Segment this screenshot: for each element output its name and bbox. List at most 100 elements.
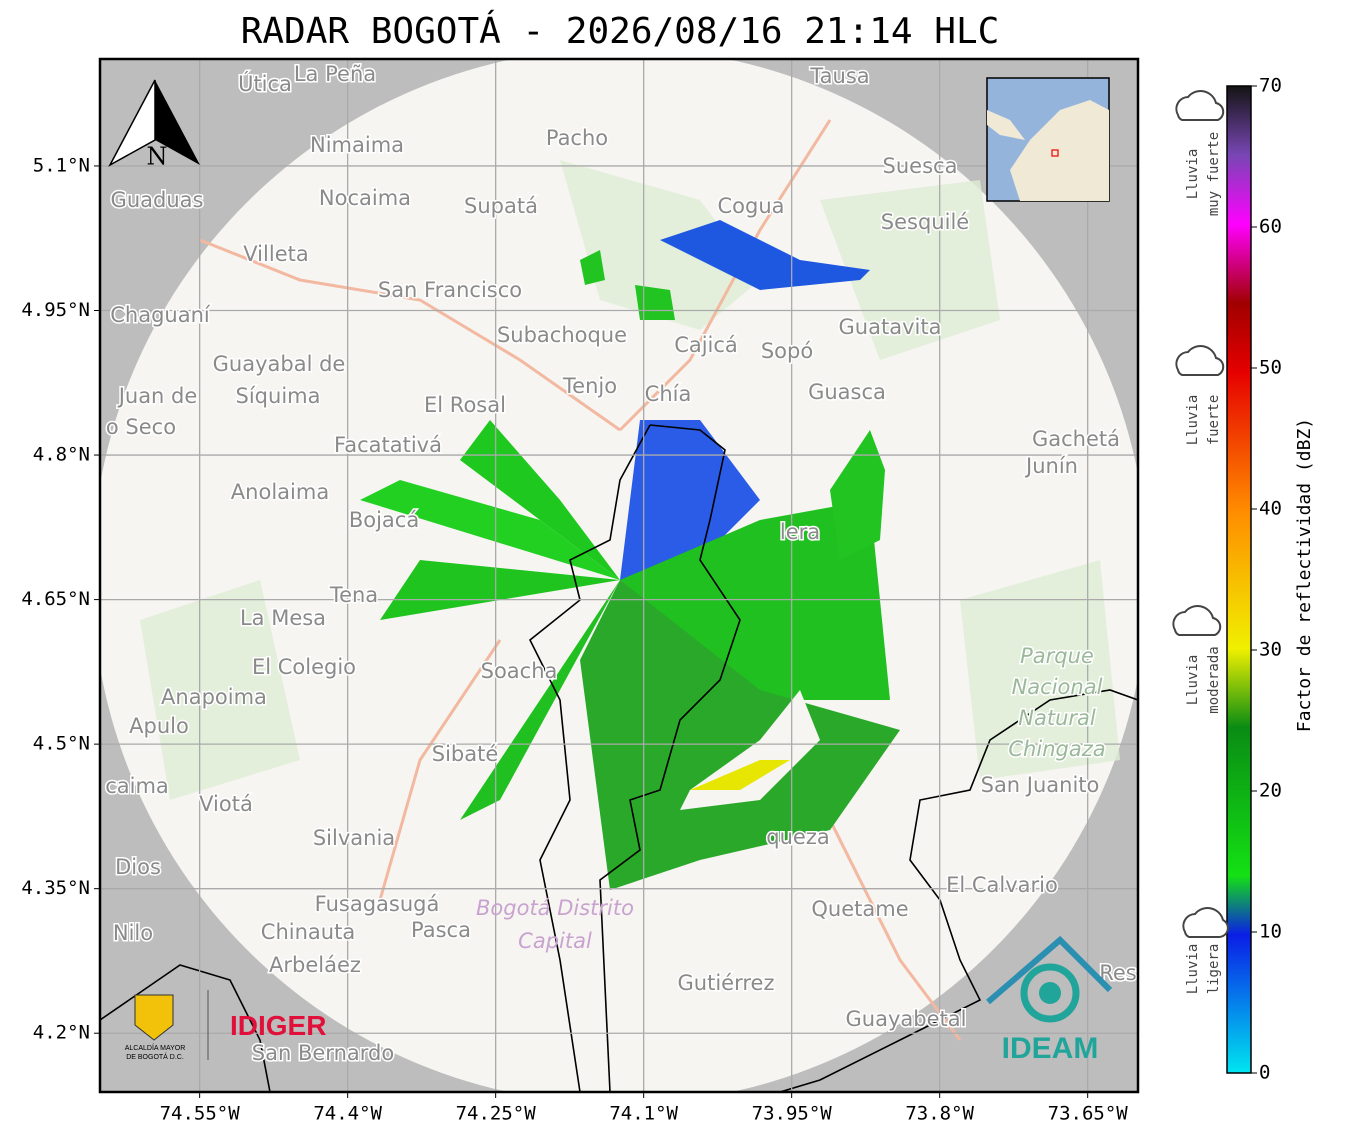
roads (199, 119, 962, 1041)
place-label: La Mesa (240, 606, 326, 630)
colorbar-tick-label: 70 (1259, 75, 1282, 97)
place-label: Pasca (411, 918, 471, 942)
place-label: Junín (1024, 454, 1078, 478)
place-label: Fusagasugá (315, 892, 440, 916)
y-tick-label: 4.95°N (21, 299, 90, 321)
place-label: Apulo (129, 714, 189, 738)
place-label: Pacho (546, 126, 608, 150)
colorbar-tick-label: 60 (1259, 216, 1282, 238)
colorbar-scale (1226, 85, 1252, 1074)
rain-class-label: Lluvia (1185, 655, 1201, 706)
place-label: Viotá (199, 792, 253, 816)
idiger-logo: IDIGER (230, 1010, 326, 1041)
park-label: Parque (1020, 644, 1094, 668)
alcaldia-line: ALCALDÍA MAYOR (125, 1043, 186, 1052)
colorbar-tick-label: 40 (1259, 498, 1282, 520)
x-tick-label: 73.65°W (1048, 1103, 1129, 1125)
place-label: Gachetá (1032, 427, 1120, 451)
colorbar-tick-label: 50 (1259, 357, 1282, 379)
title: RADAR BOGOTÁ - 2026/08/16 21:14 HLC (241, 10, 1000, 52)
place-label: La Peña (294, 62, 376, 86)
place-label: San Bernardo (252, 1041, 394, 1065)
y-tick-label: 4.65°N (21, 588, 90, 610)
place-label: Quetame (811, 897, 908, 921)
x-tick-label: 73.8°W (905, 1103, 974, 1125)
grid (100, 59, 1138, 1092)
colorbar: Factor de reflectividad (dBZ) Lluvia muy … (1172, 75, 1315, 1084)
place-label: Guaduas (111, 188, 204, 212)
terrain (140, 160, 1120, 800)
place-label: Cogua (717, 194, 784, 218)
y-tick-label: 4.8°N (33, 444, 90, 466)
place-label: Gutiérrez (678, 971, 775, 995)
place-label: San Juanito (981, 773, 1100, 797)
places: Útica La Peña Tausa Pacho Nimaima Guaduas Noca… (104, 61, 1138, 1067)
x-tick-label: 74.4°W (313, 1103, 382, 1125)
place-label: Tenjo (562, 374, 617, 398)
place-label: El Rosal (424, 393, 506, 417)
district-label: Capital (518, 929, 592, 953)
north-arrow: N (108, 79, 200, 171)
y-tick-label: 5.1°N (33, 154, 90, 176)
place-label: Anapoima (161, 685, 267, 709)
place-label: Facatativá (334, 433, 442, 457)
place-label: Guayabal de (213, 352, 346, 376)
y-tick-label: 4.5°N (33, 733, 90, 755)
place-label: Chinauta (261, 920, 355, 944)
place-label: Anolaima (231, 480, 329, 504)
place-label: lera (780, 520, 820, 544)
place-label: Bojacá (349, 508, 419, 532)
rain-class-label: fuerte (1206, 395, 1222, 446)
place-label: Subachoque (497, 323, 627, 347)
rain-class-label: Lluvia (1185, 944, 1201, 995)
place-label: o Seco (106, 415, 176, 439)
x-tick-label: 74.25°W (456, 1103, 537, 1125)
place-label: Cajicá (674, 333, 738, 357)
alcaldia-logo: ALCALDÍA MAYOR DE BOGOTÁ D.C. IDIGER (125, 990, 326, 1061)
alcaldia-line: DE BOGOTÁ D.C. (126, 1052, 184, 1061)
place-label: Villeta (243, 242, 308, 266)
park-label: Natural (1018, 706, 1096, 730)
place-label: Síquima (236, 384, 321, 408)
place-label: Suesca (883, 154, 958, 178)
place-label: Nimaima (310, 133, 404, 157)
place-label: Chaguaní (110, 303, 211, 327)
place-label: Dios (115, 855, 161, 879)
place-label: queza (766, 825, 829, 849)
place-label: Guatavita (839, 315, 942, 339)
colorbar-tick-label: 0 (1259, 1062, 1270, 1084)
map-frame (98, 57, 1140, 1094)
place-label: Sopó (761, 339, 813, 363)
y-tick-label: 4.35°N (21, 877, 90, 899)
place-label: Tausa (809, 64, 869, 88)
rain-icons (1172, 90, 1229, 938)
radar-echoes (360, 220, 900, 890)
x-tick-label: 74.1°W (609, 1103, 678, 1125)
rain-class-label: ligera (1206, 944, 1222, 995)
x-tick-label: 74.55°W (160, 1103, 241, 1125)
rain-class-label: Lluvia (1185, 149, 1201, 200)
place-label: Guasca (808, 380, 886, 404)
x-tick-label: 73.95°W (752, 1103, 833, 1125)
place-label: Supatá (464, 194, 538, 218)
place-label: Guayabetal (846, 1007, 967, 1031)
colorbar-label: Factor de reflectividad (dBZ) (1294, 418, 1315, 732)
ideam-logo: IDEAM (986, 935, 1113, 1065)
place-label: Tena (329, 583, 378, 607)
inset-map (986, 77, 1110, 202)
place-label: Juan de (117, 384, 198, 408)
place-label: Sibaté (432, 742, 499, 766)
rain-class-label: Lluvia (1185, 395, 1201, 446)
place-label: Útica (238, 71, 292, 96)
y-tick-label: 4.2°N (33, 1022, 90, 1044)
place-label: El Calvario (946, 873, 1058, 897)
ideam-text: IDEAM (1002, 1032, 1099, 1065)
place-label: San Francisco (378, 278, 522, 302)
place-label: El Colegio (252, 655, 356, 679)
rain-class-label: moderada (1206, 646, 1222, 713)
park-label: Nacional (1012, 675, 1103, 699)
district-label: Bogotá Distrito (476, 896, 634, 920)
place-label: Arbeláez (269, 953, 361, 977)
colorbar-tick-label: 10 (1259, 921, 1282, 943)
